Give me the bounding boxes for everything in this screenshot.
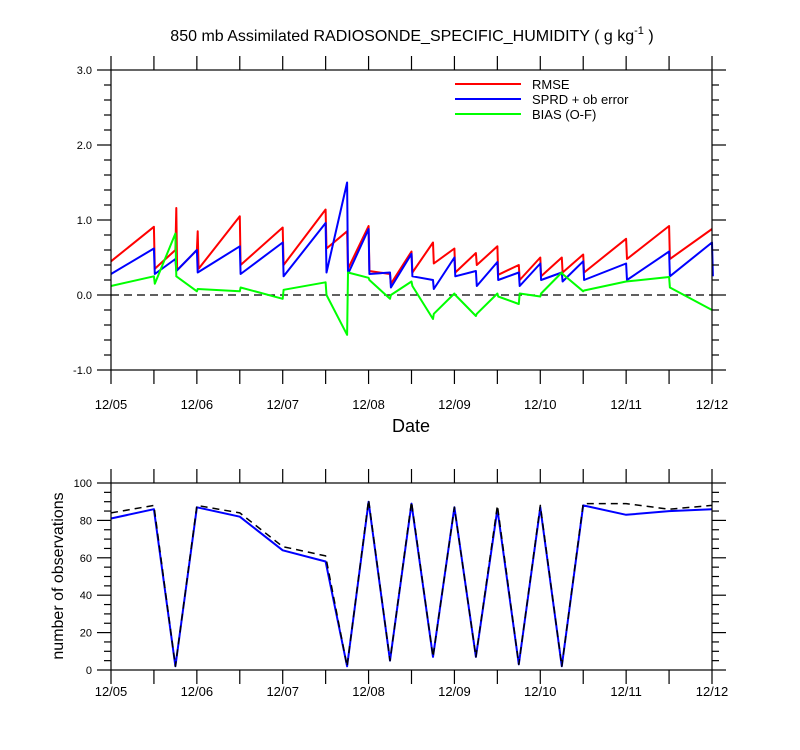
bottom-y-tick-label: 80 <box>80 515 92 527</box>
legend-label-2: BIAS (O-F) <box>532 107 596 122</box>
bottom-x-tick-label: 12/07 <box>266 684 299 699</box>
top-x-tick-label: 12/06 <box>181 397 214 412</box>
top-x-tick-label: 12/08 <box>352 397 385 412</box>
bottom-x-tick-label: 12/09 <box>438 684 471 699</box>
top-x-tick-label: 12/09 <box>438 397 471 412</box>
top-x-tick-label: 12/05 <box>95 397 128 412</box>
legend-label-1: SPRD + ob error <box>532 92 629 107</box>
top-y-tick-label: 2.0 <box>77 140 92 152</box>
top-x-axis-label: Date <box>392 416 430 436</box>
top-series-line-bias-o-f <box>110 232 713 336</box>
bottom-y-tick-label: 40 <box>80 590 92 602</box>
top-y-tick-label: 0.0 <box>77 290 92 302</box>
bottom-axis-ticks: 12/05 12/06 12/07 12/08 12/09 12/10 12/11 12/12… <box>74 469 729 699</box>
bottom-y-tick-label: 20 <box>80 628 92 640</box>
bottom-x-tick-label: 12/11 <box>610 684 642 699</box>
top-y-tick-label: 3.0 <box>77 65 92 77</box>
top-axis-ticks: 12/05 12/06 12/07 12/08 12/09 12/10 12/11 12/12… <box>73 56 728 412</box>
bottom-y-tick-label: 60 <box>80 553 92 565</box>
bottom-x-tick-label: 12/06 <box>181 684 214 699</box>
top-series-line-sprd-ob-error <box>110 181 714 290</box>
top-x-tick-label: 12/12 <box>696 397 729 412</box>
bottom-plot-frame <box>110 482 713 671</box>
top-x-tick-label: 12/11 <box>610 397 642 412</box>
bottom-y-tick-label: 100 <box>74 478 92 490</box>
top-x-tick-label: 12/10 <box>524 397 557 412</box>
bottom-series-line-1 <box>110 499 713 668</box>
top-panel: 12/05 12/06 12/07 12/08 12/09 12/10 12/11 12/12… <box>73 56 728 436</box>
top-y-tick-label: -1.0 <box>73 365 92 377</box>
top-x-tick-label: 12/07 <box>266 397 299 412</box>
bottom-series-lines <box>110 499 713 668</box>
bottom-series-line-0 <box>110 500 713 668</box>
bottom-panel: 12/05 12/06 12/07 12/08 12/09 12/10 12/11 12/12… <box>50 469 728 699</box>
top-series-lines <box>110 181 714 336</box>
bottom-x-tick-label: 12/12 <box>696 684 729 699</box>
top-plot-frame <box>110 69 713 371</box>
bottom-x-tick-label: 12/10 <box>524 684 557 699</box>
title-main: 850 mb Assimilated RADIOSONDE_SPECIFIC_H… <box>170 28 634 45</box>
title-superscript: -1 <box>634 25 644 37</box>
bottom-y-axis-label: number of observations <box>50 492 67 659</box>
chart-title: 850 mb Assimilated RADIOSONDE_SPECIFIC_H… <box>170 25 653 45</box>
bottom-x-tick-label: 12/05 <box>95 684 128 699</box>
bottom-x-tick-label: 12/08 <box>352 684 385 699</box>
top-y-tick-label: 1.0 <box>77 215 92 227</box>
bottom-y-tick-label: 0 <box>86 665 92 677</box>
title-end: ) <box>644 28 654 45</box>
legend-label-0: RMSE <box>532 77 570 92</box>
